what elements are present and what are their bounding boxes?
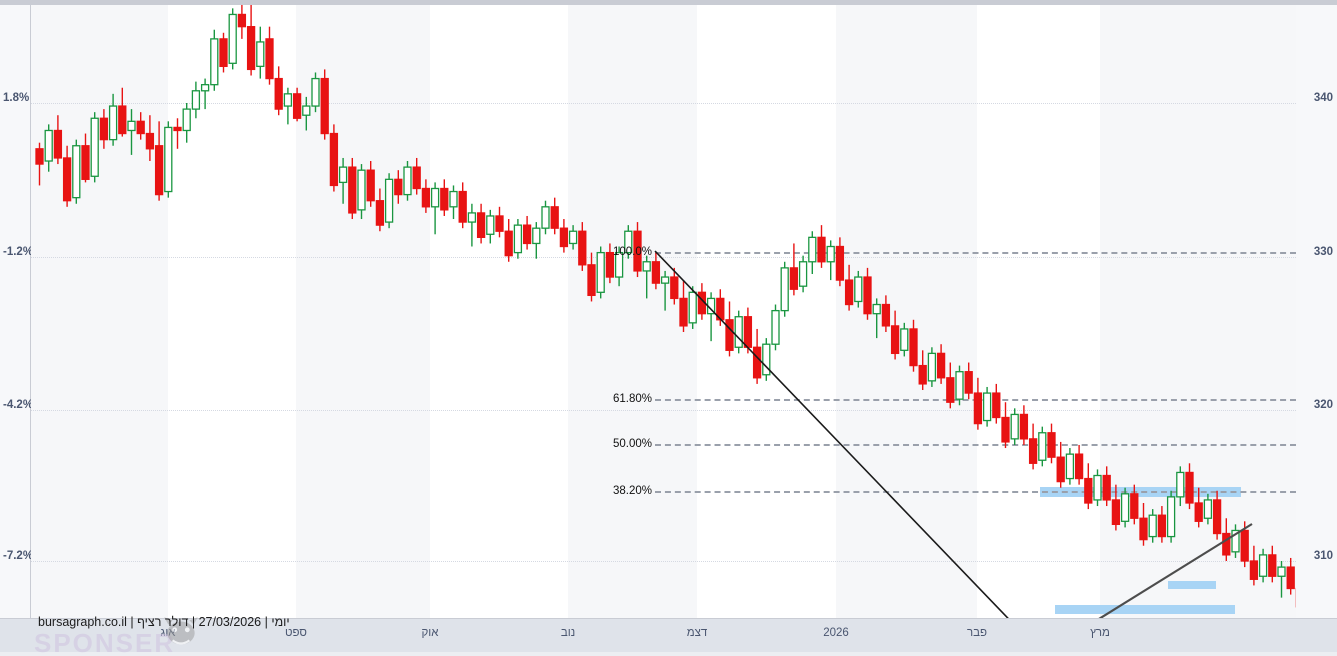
fibonacci-level-label: 61.80% [613, 393, 653, 405]
y-axis-left-tick: 1.8% [3, 92, 30, 104]
fibonacci-level-label: 100.0% [613, 246, 653, 258]
fibonacci-level-label: 50.00% [613, 438, 653, 450]
x-axis-tick: פבר [966, 627, 988, 639]
x-axis-tick: 2026 [823, 627, 849, 639]
candlestick-series [35, 5, 1296, 608]
window-frame-bottom [0, 652, 1337, 656]
x-axis-tick: ספט [285, 627, 307, 639]
y-axis-right-tick: 310 [1313, 550, 1333, 562]
month-band [296, 5, 430, 618]
fibonacci-level-line[interactable] [655, 491, 1296, 493]
sponsor-watermark-text: SPONSER [34, 628, 176, 656]
sponsor-logo-icon [164, 617, 198, 645]
support-zone-lower [1055, 605, 1235, 614]
y-axis-left-tick: -7.2% [3, 550, 34, 562]
month-band [31, 5, 168, 618]
window-frame-top [0, 0, 1337, 5]
trendlines[interactable] [31, 5, 1296, 618]
right-axis-gutter: 340 330 320 310 [1295, 5, 1337, 618]
month-band [836, 5, 977, 618]
y-axis-right-tick: 320 [1313, 399, 1333, 411]
y-axis-left-tick: -4.2% [3, 399, 34, 411]
fibonacci-level-line[interactable] [655, 444, 1296, 446]
y-axis-right-tick: 330 [1313, 246, 1333, 258]
gridline [31, 103, 1296, 104]
x-axis-tick: נוב [560, 627, 576, 639]
support-zone-mid [1168, 581, 1216, 589]
month-band [568, 5, 697, 618]
gridline [31, 257, 1296, 258]
chart-watermark: יומי | 27/03/2026 | דולר רציף | bursagra… [38, 615, 290, 629]
y-axis-left-tick: -1.2% [3, 246, 34, 258]
y-axis-right-tick: 340 [1313, 92, 1333, 104]
fibonacci-level-line[interactable] [655, 252, 1296, 254]
x-axis-tick: מרץ [1090, 627, 1110, 639]
chart-plot-area[interactable]: 100.0%61.80%50.00%38.20%000.0% [31, 5, 1296, 618]
x-axis-tick: דצמ [686, 627, 708, 639]
fibonacci-level-label: 38.20% [613, 485, 653, 497]
gridline [31, 561, 1296, 562]
gridline [31, 410, 1296, 411]
x-axis-tick: אוק [421, 627, 439, 639]
left-axis-gutter: 1.8% -1.2% -4.2% -7.2% [0, 5, 34, 618]
x-axis-strip: אוגספטאוקנובדצמ2026פברמרץ [0, 618, 1337, 653]
